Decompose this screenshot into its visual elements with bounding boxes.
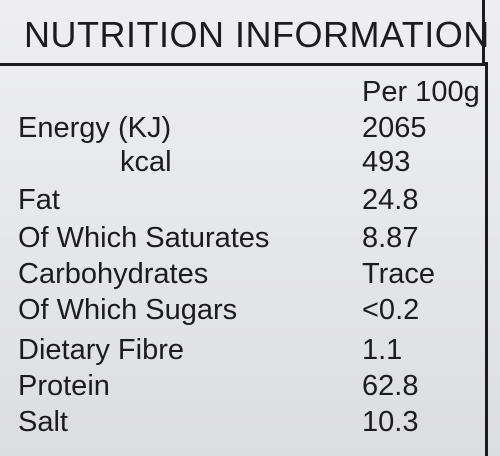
nutrient-name: Of Which Saturates [18, 222, 269, 255]
label-title: NUTRITION INFORMATION [24, 14, 490, 56]
nutrient-value: 1.1 [362, 334, 402, 367]
nutrient-row-protein: Protein 62.8 [0, 370, 485, 406]
nutrient-row-kcal: kcal 493 [0, 146, 485, 182]
nutrient-row-sugars: Of Which Sugars <0.2 [0, 294, 485, 330]
nutrient-row-fat: Fat 24.8 [0, 184, 485, 220]
column-divider [485, 62, 488, 456]
nutrient-row-salt: Salt 10.3 [0, 406, 485, 442]
nutrient-name: Fat [18, 184, 60, 217]
nutrient-name: Salt [18, 406, 68, 439]
nutrient-value: <0.2 [362, 294, 419, 327]
nutrient-value: 10.3 [362, 406, 418, 439]
nutrient-value: 24.8 [362, 184, 418, 217]
per-100g-header: Per 100g [362, 76, 480, 109]
nutrient-row-fibre: Dietary Fibre 1.1 [0, 334, 485, 370]
nutrient-name: Of Which Sugars [18, 294, 237, 327]
nutrient-row-energy-kj: Energy (KJ) 2065 [0, 112, 485, 148]
nutrient-name: kcal [120, 146, 172, 179]
nutrient-value: 493 [362, 146, 410, 179]
nutrient-row-saturates: Of Which Saturates 8.87 [0, 222, 485, 258]
nutrient-name: Dietary Fibre [18, 334, 184, 367]
nutrient-name: Protein [18, 370, 110, 403]
nutrient-value: 2065 [362, 112, 427, 145]
nutrient-name: Carbohydrates [18, 258, 208, 291]
title-box: NUTRITION INFORMATION [0, 0, 485, 66]
nutrient-name: Energy (KJ) [18, 112, 171, 145]
nutrient-row-carbohydrates: Carbohydrates Trace [0, 258, 485, 294]
nutrient-value: 62.8 [362, 370, 418, 403]
nutrient-value: 8.87 [362, 222, 418, 255]
nutrient-value: Trace [362, 258, 435, 291]
